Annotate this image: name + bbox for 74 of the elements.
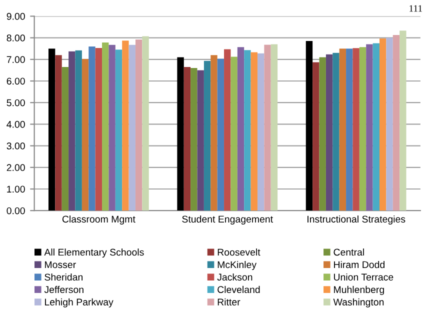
bar	[386, 38, 393, 211]
legend-label: Cleveland	[218, 286, 260, 294]
y-tick-label: 0.00	[6, 207, 25, 214]
bar	[264, 44, 271, 211]
x-tick-label: Instructional Strategies	[308, 215, 406, 225]
y-tick-label: 8.00	[6, 34, 25, 42]
bar	[332, 52, 340, 211]
legend-label: Hiram Dodd	[334, 260, 384, 268]
text: 111	[410, 5, 422, 12]
bar	[204, 60, 211, 211]
bar	[230, 56, 238, 211]
y-tick-label: 4.00	[6, 120, 25, 128]
bar	[326, 54, 333, 211]
y-tick-label: 7.00	[6, 56, 25, 64]
bar	[68, 51, 76, 211]
bar	[366, 44, 373, 211]
bar	[177, 57, 184, 211]
bar	[244, 50, 251, 211]
legend-label: Central	[334, 248, 364, 256]
legend-label: Sheridan	[44, 273, 82, 281]
legend-label: Jackson	[217, 273, 252, 281]
bar	[197, 70, 204, 211]
y-tick-label: 2.00	[6, 164, 25, 172]
legend-label: Mosser	[45, 261, 76, 268]
bar	[359, 47, 366, 211]
y-tick-label: 9.00	[6, 12, 25, 20]
bar	[62, 66, 69, 211]
bar	[55, 55, 62, 211]
legend-label: Washington	[333, 298, 384, 308]
bar	[319, 57, 326, 211]
bar	[210, 55, 218, 211]
legend-label: Union Terrace	[334, 273, 394, 281]
bar	[379, 38, 386, 211]
bar	[115, 50, 122, 211]
bar	[306, 41, 313, 211]
bar	[135, 40, 142, 211]
bar	[346, 48, 353, 211]
bar	[48, 48, 56, 211]
bar	[128, 44, 136, 211]
legend-label: Roosevelt	[218, 248, 260, 256]
bar	[257, 53, 264, 211]
bar	[339, 48, 346, 211]
legend-label: McKinley	[218, 260, 257, 270]
x-tick-label: Classroom Mgmt	[62, 215, 136, 225]
bar	[88, 46, 96, 211]
bar	[102, 42, 109, 211]
legend-label: Ritter	[218, 298, 240, 306]
y-tick-label: 3.00	[6, 142, 25, 150]
bar	[237, 47, 244, 211]
bar	[108, 44, 116, 211]
legend-label: Muhlenberg	[334, 286, 384, 295]
bar	[75, 50, 82, 211]
bar	[400, 30, 406, 211]
bar	[392, 34, 400, 211]
bar	[224, 49, 231, 211]
x-tick-label: Student Engagement	[182, 215, 273, 225]
y-tick-label: 1.00	[7, 186, 25, 193]
bar	[312, 62, 320, 211]
y-tick-label: 6.00	[6, 78, 25, 85]
bar	[190, 68, 198, 211]
bar	[122, 40, 129, 211]
bar	[250, 52, 258, 211]
bar	[270, 44, 278, 211]
y-tick-label: 5.00	[6, 99, 25, 106]
bar	[82, 58, 89, 211]
bar	[352, 48, 360, 211]
bar	[142, 36, 149, 211]
bar	[372, 43, 380, 211]
bar	[95, 48, 102, 211]
legend-label: Jefferson	[44, 286, 84, 294]
bar	[184, 66, 191, 211]
bar	[217, 58, 224, 211]
legend-label: All Elementary Schools	[44, 248, 144, 258]
legend-label: Lehigh Parkway	[45, 298, 114, 308]
